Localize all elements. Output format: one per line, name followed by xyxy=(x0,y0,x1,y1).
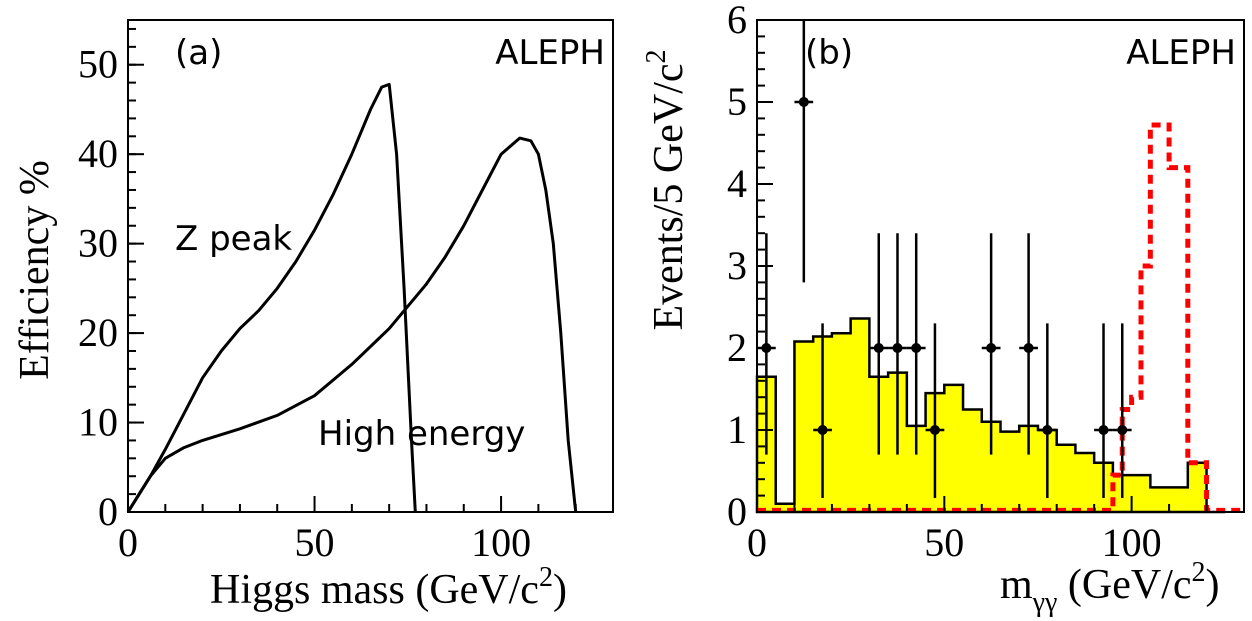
panel-a-label: (a) xyxy=(175,33,222,73)
panel-b-y-axis-title: Events/5 GeV/c2 xyxy=(641,49,692,330)
series-label-z-peak: Z peak xyxy=(175,219,292,259)
series-label-high-energy: High energy xyxy=(318,414,525,454)
x-tick-label: 50 xyxy=(924,520,964,565)
y-tick-label: 1 xyxy=(727,407,747,452)
y-tick-label: 0 xyxy=(727,489,747,534)
panel-a-brand: ALEPH xyxy=(495,33,605,73)
data-point xyxy=(911,343,922,353)
x-tick-label: 100 xyxy=(471,520,531,565)
data-point xyxy=(1023,343,1034,353)
panel-a-ticks: 0 50 100 0 10 20 30 40 50 xyxy=(78,27,614,565)
data-point xyxy=(817,425,828,435)
data-point xyxy=(1098,425,1109,435)
panel-a-frame xyxy=(127,19,614,513)
y-tick-label: 10 xyxy=(78,400,118,445)
series-line-z-peak xyxy=(126,82,417,513)
data-point xyxy=(873,343,884,353)
y-tick-label: 20 xyxy=(78,310,118,355)
panel-b-marks xyxy=(755,20,1244,514)
panel-a-marks xyxy=(126,82,578,513)
y-tick-label: 4 xyxy=(727,161,747,206)
data-point xyxy=(892,343,903,353)
y-tick-label: 40 xyxy=(78,131,118,176)
data-point xyxy=(1117,425,1128,435)
y-tick-label: 3 xyxy=(727,243,747,288)
x-tick-label: 0 xyxy=(118,520,138,565)
x-tick-label: 100 xyxy=(1102,520,1162,565)
data-point xyxy=(986,343,997,353)
x-tick-label: 0 xyxy=(747,520,767,565)
x-tick-label: 50 xyxy=(295,520,335,565)
y-tick-label: 30 xyxy=(78,221,118,266)
y-tick-label: 50 xyxy=(78,42,118,87)
panel-a-efficiency-chart: 0 50 100 0 10 20 30 40 50 (a) ALEPH Z peak High … xyxy=(12,19,614,613)
panel-b-ticks: 0 50 100 0 1 2 3 4 5 6 xyxy=(727,0,1245,565)
background-histogram-outline xyxy=(755,317,1226,514)
panel-b-mass-distribution-chart: 0 50 100 0 1 2 3 4 5 6 (b) ALEPH mγγ (GeV/c2) Eve… xyxy=(641,0,1245,618)
data-point xyxy=(1042,425,1053,435)
panel-b-brand: ALEPH xyxy=(1126,33,1236,73)
y-tick-label: 6 xyxy=(727,0,747,42)
panel-b-x-axis-title: mγγ (GeV/c2) xyxy=(1000,557,1220,618)
y-tick-label: 0 xyxy=(98,489,118,534)
panel-a-y-axis-title: Efficiency % xyxy=(12,160,58,380)
y-tick-label: 5 xyxy=(727,79,747,124)
y-tick-label: 2 xyxy=(727,325,747,370)
series-line-high-energy xyxy=(126,136,578,513)
panel-a-x-axis-title: Higgs mass (GeV/c2) xyxy=(210,562,567,613)
data-point xyxy=(929,425,940,435)
panel-b-label: (b) xyxy=(805,33,853,73)
data-point xyxy=(798,97,809,107)
